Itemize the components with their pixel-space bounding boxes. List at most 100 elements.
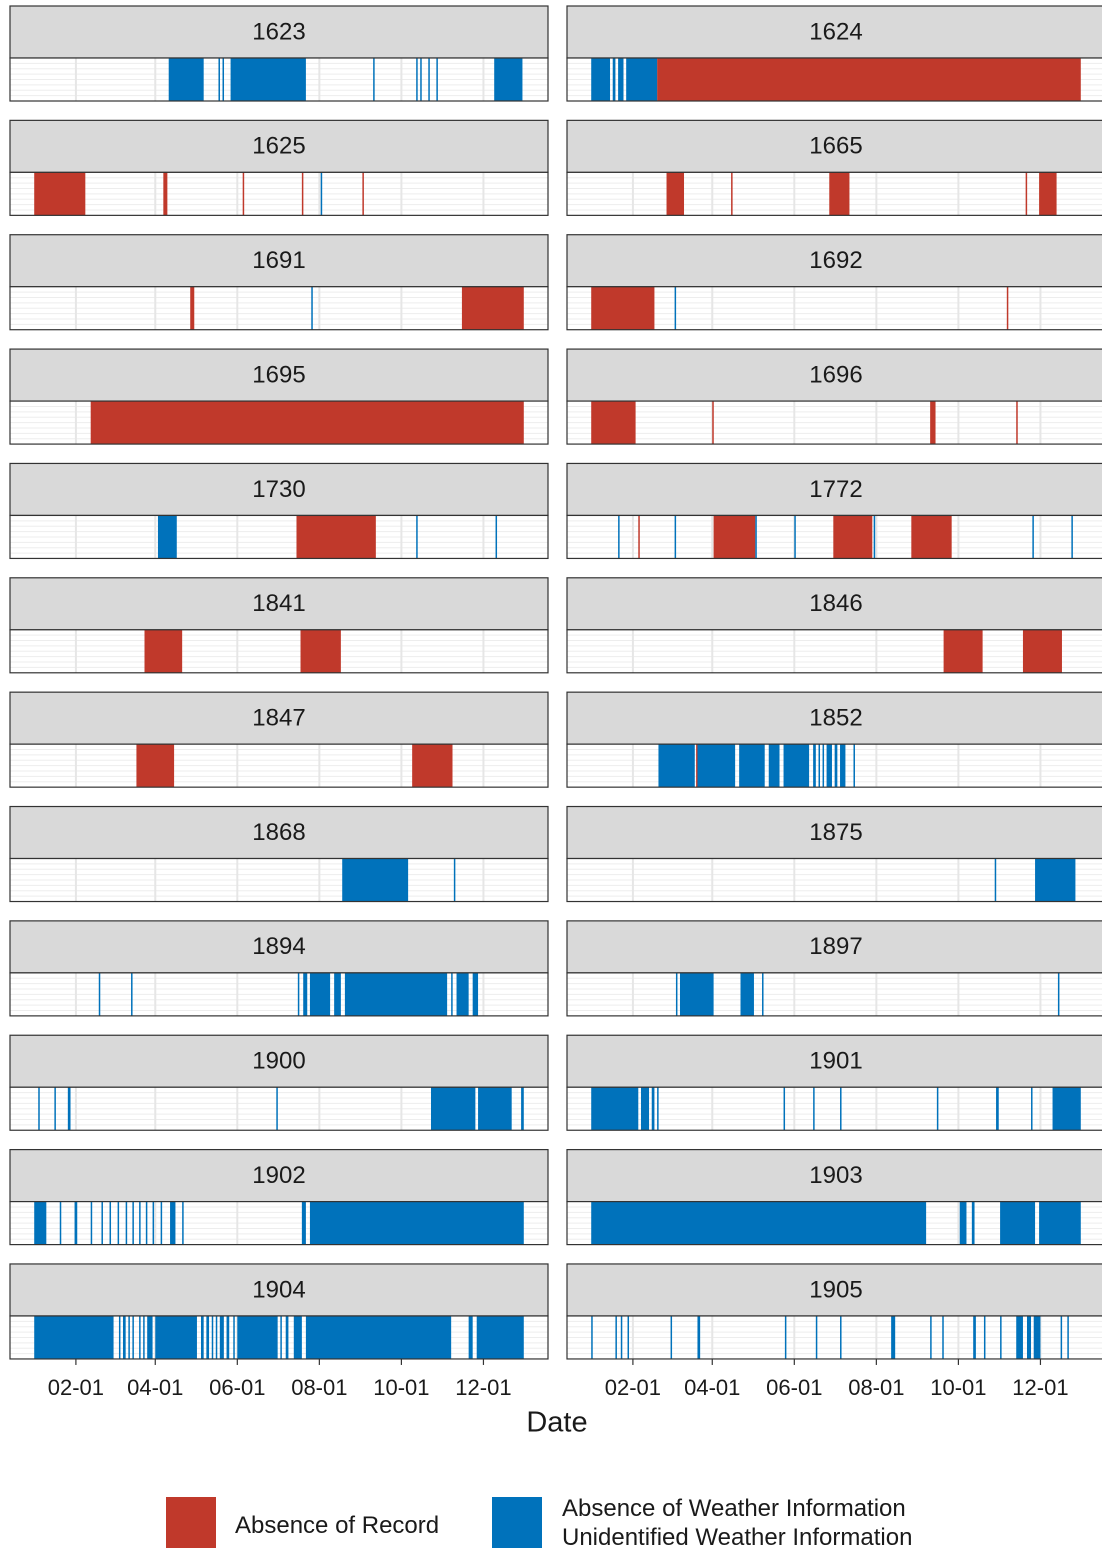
interval <box>311 286 313 330</box>
panel-title: 1897 <box>809 933 862 960</box>
interval <box>942 1315 944 1359</box>
interval <box>713 515 756 559</box>
x-tick-label: 12-01 <box>1012 1375 1068 1400</box>
interval <box>657 58 1081 101</box>
interval <box>834 744 838 788</box>
interval <box>451 972 453 1016</box>
panel-border <box>9 286 549 331</box>
interval <box>334 972 341 1016</box>
strip <box>566 119 1102 173</box>
interval <box>994 858 997 902</box>
panel-border <box>9 857 549 903</box>
interval <box>90 401 524 445</box>
interval <box>74 1201 78 1245</box>
interval <box>305 1315 452 1359</box>
panel-title: 1696 <box>809 361 862 388</box>
interval <box>117 1201 120 1245</box>
interval <box>59 1201 62 1245</box>
interval <box>936 1087 939 1131</box>
interval <box>1071 515 1073 559</box>
strip <box>566 462 1102 517</box>
interval <box>712 401 714 445</box>
interval <box>219 1315 224 1359</box>
interval <box>163 172 168 216</box>
interval <box>783 744 810 788</box>
interval <box>436 58 438 101</box>
interval <box>1032 515 1034 559</box>
interval <box>971 1201 975 1245</box>
panel-title: 1841 <box>252 590 305 617</box>
panel-title: 1847 <box>252 705 305 732</box>
interval <box>495 515 498 559</box>
interval <box>618 58 624 101</box>
interval <box>731 172 733 216</box>
interval <box>222 58 225 101</box>
interval <box>139 1201 141 1245</box>
panel-title: 1692 <box>809 247 862 274</box>
x-tick-label: 06-01 <box>766 1375 822 1400</box>
panel-border <box>566 857 1102 903</box>
panel-title: 1904 <box>252 1276 305 1303</box>
panel-border <box>566 514 1102 560</box>
strip <box>566 1034 1102 1088</box>
interval <box>1016 1315 1023 1359</box>
strip <box>566 577 1102 631</box>
x-tick-label: 04-01 <box>127 1375 183 1400</box>
interval <box>1067 1315 1069 1359</box>
interval <box>1006 286 1009 330</box>
interval <box>98 972 101 1016</box>
interval <box>453 858 456 902</box>
interval <box>296 515 376 559</box>
panel-border <box>566 629 1102 674</box>
interval <box>122 1315 126 1359</box>
x-tick-label: 10-01 <box>373 1375 429 1400</box>
x-tick-label: 06-01 <box>209 1375 265 1400</box>
strip <box>566 920 1102 974</box>
panel-border <box>9 171 549 216</box>
strip <box>566 5 1102 59</box>
interval <box>794 515 796 559</box>
interval <box>34 1201 47 1245</box>
interval <box>226 1315 230 1359</box>
strip <box>9 5 549 59</box>
interval <box>237 1315 278 1359</box>
interval <box>1035 858 1076 902</box>
x-tick-label: 08-01 <box>848 1375 904 1400</box>
interval <box>373 58 375 101</box>
panel-border <box>566 972 1102 1017</box>
panel-border <box>566 57 1102 102</box>
legend-swatch <box>166 1497 216 1548</box>
interval <box>344 972 448 1016</box>
interval <box>132 1201 134 1245</box>
interval <box>930 1315 932 1359</box>
panel-border <box>9 57 549 102</box>
panel-border <box>566 1200 1102 1246</box>
interval <box>170 1201 176 1245</box>
interval <box>620 1315 623 1359</box>
interval <box>211 1315 214 1359</box>
interval <box>813 744 816 788</box>
strip <box>9 1148 549 1203</box>
interval <box>638 515 640 559</box>
interval <box>34 172 86 216</box>
interval <box>640 1087 650 1131</box>
interval <box>109 1201 112 1245</box>
panel-border <box>566 1315 1102 1360</box>
panel-title: 1730 <box>252 476 305 503</box>
strip <box>566 234 1102 288</box>
interval <box>591 286 655 330</box>
panel-title: 1901 <box>809 1048 862 1075</box>
strip <box>9 577 549 631</box>
interval <box>973 1315 976 1359</box>
interval <box>612 58 616 101</box>
interval <box>182 1201 184 1245</box>
interval <box>34 1315 114 1359</box>
interval <box>90 1201 93 1245</box>
interval <box>815 1315 818 1359</box>
panel-border <box>9 1086 549 1131</box>
interval <box>833 515 873 559</box>
interval <box>840 1087 842 1131</box>
strip <box>9 119 549 173</box>
interval <box>615 1315 617 1359</box>
panel-title: 1875 <box>809 819 862 846</box>
